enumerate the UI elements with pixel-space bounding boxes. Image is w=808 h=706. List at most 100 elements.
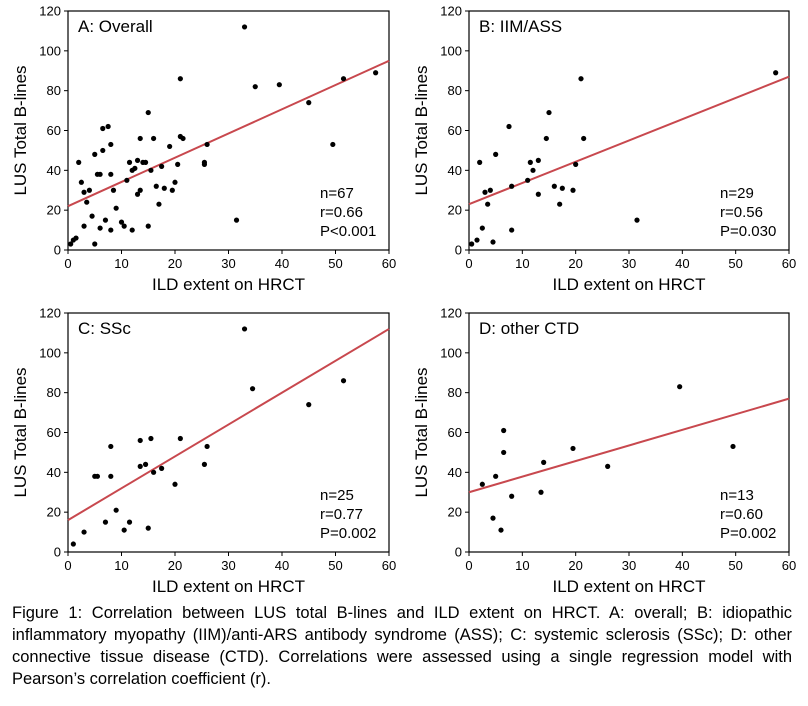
stats-line-0: n=29	[720, 185, 754, 202]
data-point	[76, 159, 82, 165]
data-point	[201, 461, 208, 467]
x-tick-label: 40	[275, 558, 289, 573]
data-point	[142, 159, 149, 165]
chart-panel-1: 0 10 20 30 40 50 60 0 20 40 60 80 100 120 ILD extent o…	[412, 4, 796, 295]
data-point	[108, 473, 114, 479]
y-tick-label: 0	[455, 243, 462, 258]
stats-line-1: r=0.60	[720, 506, 763, 523]
data-point	[100, 147, 106, 154]
data-point	[373, 70, 379, 76]
x-axis-label: ILD extent on HRCT	[552, 275, 705, 294]
data-point	[121, 223, 127, 229]
data-point	[118, 219, 125, 225]
data-point	[530, 167, 536, 173]
x-tick-label: 50	[328, 256, 342, 271]
data-point	[204, 443, 210, 450]
x-tick-label: 60	[782, 558, 796, 573]
x-tick-label: 10	[515, 256, 529, 271]
data-point	[306, 100, 312, 106]
chart-panel-2: 0 10 20 30 40 50 60 0 20 40 60 80 100 120 ILD extent o…	[11, 306, 396, 597]
data-point	[84, 199, 90, 205]
data-point	[145, 525, 151, 531]
y-axis-label: LUS Total B-lines	[11, 65, 30, 195]
data-point	[137, 135, 143, 142]
data-point	[172, 179, 178, 185]
x-tick-label: 20	[168, 558, 182, 573]
data-point	[142, 461, 149, 467]
y-tick-label: 80	[448, 385, 462, 400]
regression-line	[67, 328, 390, 521]
data-point	[148, 167, 154, 173]
data-point	[535, 157, 541, 163]
y-tick-label: 120	[39, 4, 61, 19]
y-tick-label: 60	[448, 123, 462, 138]
data-point	[501, 449, 507, 456]
chart-panel-3: 0 10 20 30 40 50 60 0 20 40 60 80 100 120 ILD extent o…	[412, 306, 796, 597]
y-tick-label: 120	[440, 4, 462, 19]
y-tick-label: 20	[47, 203, 61, 218]
data-point	[527, 159, 533, 165]
x-tick-label: 10	[114, 558, 128, 573]
x-tick-label: 0	[64, 256, 71, 271]
data-point	[578, 76, 584, 82]
panel-title: D: other CTD	[479, 319, 579, 338]
data-point	[108, 141, 114, 148]
x-tick-label: 30	[221, 256, 235, 271]
data-point	[509, 493, 515, 499]
y-tick-label: 20	[448, 505, 462, 520]
y-tick-label: 80	[47, 83, 61, 98]
y-tick-label: 100	[39, 43, 61, 58]
y-tick-label: 60	[47, 425, 61, 440]
y-tick-label: 120	[39, 306, 61, 321]
data-point	[546, 109, 552, 116]
x-tick-label: 30	[221, 558, 235, 573]
x-tick-label: 20	[568, 256, 582, 271]
data-point	[201, 159, 208, 165]
data-point	[177, 435, 183, 442]
y-tick-label: 120	[440, 306, 462, 321]
data-point	[126, 519, 133, 525]
y-tick-label: 60	[47, 123, 61, 138]
data-point	[233, 217, 240, 223]
data-point	[487, 187, 493, 193]
stats-line-2: P=0.002	[720, 525, 776, 542]
data-point	[97, 171, 103, 177]
data-point	[89, 213, 95, 219]
x-tick-label: 40	[675, 256, 689, 271]
data-point	[137, 187, 143, 193]
data-point	[557, 201, 563, 207]
data-point	[100, 125, 106, 132]
data-point	[498, 527, 504, 533]
stats-line-1: r=0.66	[320, 204, 363, 221]
data-point	[479, 481, 485, 487]
data-point	[551, 183, 557, 189]
data-point	[573, 161, 579, 167]
data-point	[108, 443, 114, 450]
x-tick-label: 10	[114, 256, 128, 271]
data-point	[145, 109, 151, 116]
data-point	[151, 469, 157, 475]
data-point	[330, 141, 336, 148]
stats-line-0: n=67	[320, 185, 354, 202]
data-point	[73, 235, 79, 241]
stats-line-2: P=0.002	[320, 525, 376, 542]
data-point	[121, 527, 127, 533]
data-point	[180, 135, 186, 142]
y-tick-label: 100	[440, 43, 462, 58]
data-point	[175, 161, 181, 167]
data-point	[110, 187, 117, 193]
panel-title: A: Overall	[78, 17, 153, 36]
data-point	[204, 141, 210, 148]
data-point	[177, 76, 183, 82]
x-tick-label: 20	[168, 256, 182, 271]
y-axis-label: LUS Total B-lines	[412, 65, 431, 195]
data-point	[169, 187, 175, 193]
data-point	[570, 445, 576, 452]
data-point	[124, 177, 130, 183]
data-point	[477, 159, 483, 165]
y-tick-label: 20	[47, 505, 61, 520]
data-point	[559, 185, 565, 191]
x-tick-label: 60	[782, 256, 796, 271]
x-tick-label: 0	[465, 256, 472, 271]
data-point	[94, 473, 101, 479]
